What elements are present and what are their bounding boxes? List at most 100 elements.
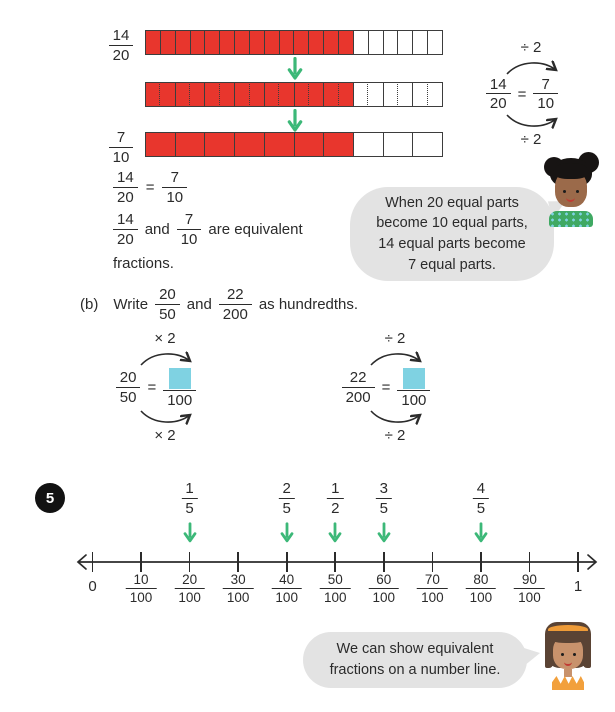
bar-cell [146, 133, 176, 156]
operation-label: ÷ 2 [384, 330, 406, 347]
numberline-tick [91, 552, 94, 572]
numerator: 60 [376, 572, 392, 587]
hair-side [583, 638, 591, 668]
down-arrow-icon [328, 520, 342, 546]
numerator: 14 [489, 75, 507, 93]
answer-box[interactable] [402, 367, 425, 389]
numberline-label: 90 100 [514, 572, 545, 605]
headband [548, 625, 588, 634]
fraction-label-7-10: 7 10 [100, 130, 142, 166]
numberline-tick [334, 552, 337, 572]
curved-arrow-icon [370, 410, 425, 426]
numberline-label: 10 100 [125, 572, 157, 605]
numerator: 10 [133, 572, 149, 587]
numerator: 90 [521, 572, 537, 587]
numerator: 2 [282, 480, 291, 497]
hair-fringe [553, 163, 589, 179]
bar-cell [384, 133, 414, 156]
numerator: 1 [331, 480, 340, 497]
sentence-text: are equivalent [208, 221, 303, 239]
neck [564, 669, 572, 677]
numerator: 40 [279, 572, 295, 587]
girl-avatar-puffs [541, 147, 601, 227]
answer-fraction: 100 [397, 367, 431, 409]
equation-14-20-equals-7-10: 14 20 = 7 10 [113, 169, 188, 206]
numberline-tick [140, 552, 142, 572]
bar-cell [279, 31, 295, 54]
numerator: 7 [541, 75, 550, 93]
eye [573, 653, 576, 656]
numerator: 20 [182, 572, 198, 587]
bubble-tail [524, 648, 540, 666]
bar-cell [205, 31, 221, 54]
numerator: 14 [117, 169, 134, 186]
curved-arrow-icon [506, 59, 561, 75]
numerator: 22 [226, 286, 244, 303]
part-label: (b) [80, 296, 99, 314]
denominator: 20 [113, 186, 138, 206]
curved-arrow-icon [140, 410, 195, 426]
denominator: 5 [181, 497, 198, 517]
bar-cell [190, 31, 206, 54]
fraction-bar-twentieths [145, 30, 443, 55]
denominator: 10 [176, 228, 202, 248]
numerator: 3 [379, 480, 388, 497]
denominator: 10 [108, 146, 134, 166]
fraction-20-50: 20 50 [155, 287, 180, 323]
bar-cell [175, 133, 206, 156]
fraction-14-20: 14 20 [113, 212, 138, 248]
bar-cell [384, 83, 414, 106]
bar-cell [294, 31, 310, 54]
denominator: 100 [465, 588, 497, 605]
operation-label: × 2 [154, 427, 176, 445]
equals-sign: = [517, 85, 527, 103]
bar-cell [264, 83, 295, 106]
fraction-14-20: 14 20 [485, 75, 511, 113]
bar-cell [235, 133, 265, 156]
numerator: 7 [170, 169, 179, 186]
bubble-line: fractions on a number line. [329, 662, 501, 678]
down-arrow-icon [280, 520, 294, 546]
mouth [566, 195, 575, 202]
bar-cell [428, 31, 442, 54]
fraction-label-14-20: 14 20 [100, 28, 142, 64]
answer-box[interactable] [168, 367, 191, 389]
bar-cell [324, 133, 354, 156]
number-line: 0 10 100 20 100 30 100 40 100 50 100 60 100 70 100 80 10… [0, 470, 615, 645]
down-arrow-icon [183, 520, 197, 546]
numberline-tick [188, 552, 191, 572]
denominator: 5 [375, 497, 392, 517]
part-b-question: (b) Write 20 50 and 22 200 as hundredths… [80, 287, 358, 323]
denominator: 100 [125, 588, 157, 605]
numberline-label: 20 100 [174, 572, 205, 605]
eye [576, 190, 579, 193]
denominator: 100 [397, 389, 431, 409]
curved-arrow-icon [140, 350, 195, 366]
down-arrow-icon [287, 109, 303, 133]
bar-cell [338, 31, 354, 54]
mouth [564, 659, 572, 666]
denominator: 10 [162, 186, 188, 206]
operation-label: ÷ 2 [520, 39, 542, 56]
denominator: 5 [278, 497, 295, 517]
numberline-tick [237, 552, 239, 572]
numerator: 70 [424, 572, 440, 587]
fraction-22-200: 22 200 [218, 286, 252, 323]
bar-cell [354, 31, 369, 54]
bubble-line: When 20 equal parts [385, 194, 519, 211]
numberline-label: 40 100 [271, 572, 302, 605]
bar-cell [175, 83, 206, 106]
girl-avatar-headband [537, 616, 599, 694]
bar-cell [235, 31, 250, 54]
divide-by-2-diagram: ÷ 2 14 20 = 7 10 ÷ 2 [468, 39, 576, 149]
numerator: 30 [230, 572, 246, 587]
hair-side [545, 638, 553, 668]
bubble-line: 7 equal parts. [408, 256, 496, 273]
operation-label: × 2 [154, 330, 176, 347]
bar-cell [369, 31, 384, 54]
denominator: 100 [271, 588, 302, 605]
fraction-22-200: 22 200 [341, 370, 375, 406]
